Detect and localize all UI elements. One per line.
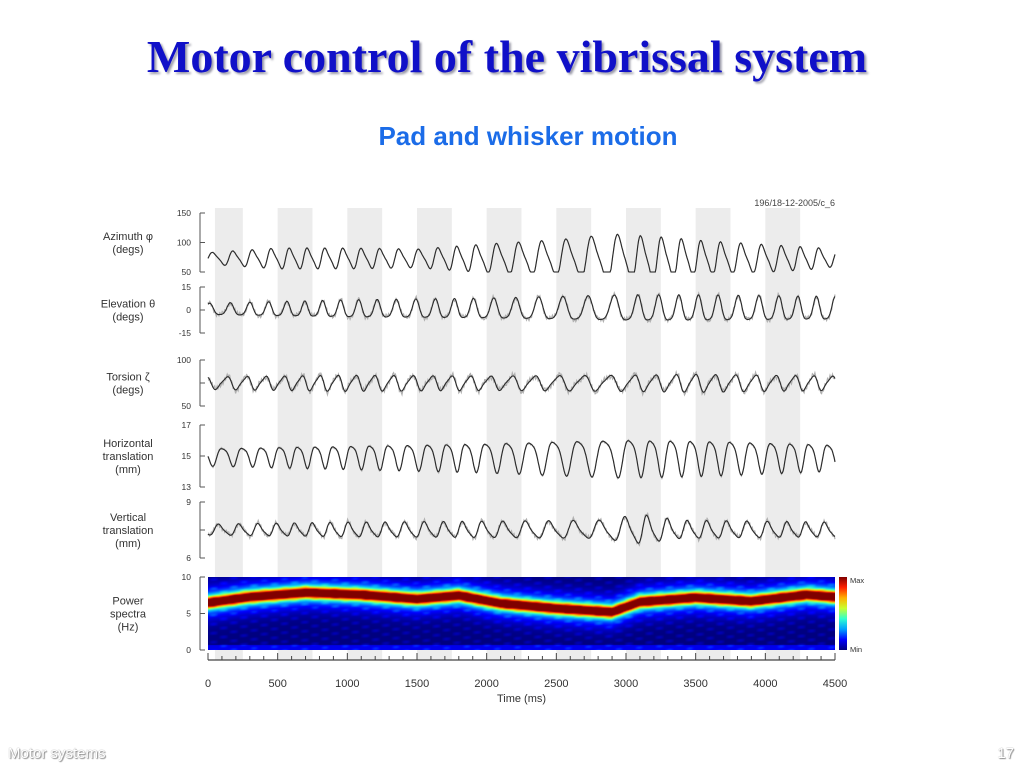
panel-label: (mm) [115, 464, 141, 476]
y-tick-label: 5 [186, 609, 191, 619]
y-tick-label: 15 [182, 451, 192, 461]
trace-line [207, 440, 836, 479]
x-tick-label: 0 [205, 678, 211, 690]
panel-label: (degs) [112, 244, 143, 256]
y-tick-label: 150 [177, 208, 191, 218]
x-tick-label: 1000 [335, 678, 359, 690]
y-tick-label: 9 [186, 497, 191, 507]
panel-label: Elevation θ [101, 299, 155, 311]
footer-section-label: Motor systems [8, 745, 106, 762]
colorbar-min-label: Min [850, 645, 862, 654]
panel-label: (Hz) [118, 622, 139, 634]
x-tick-label: 1500 [405, 678, 429, 690]
x-tick-label: 2500 [544, 678, 568, 690]
y-tick-label: 0 [186, 645, 191, 655]
y-tick-label: 0 [186, 305, 191, 315]
x-axis: 0 500 1000 1500 2000 2500 3000 3500 4000 4500 Time… [205, 653, 847, 705]
panel-1: 150 100 50 Azimuth φ(degs) [103, 208, 836, 277]
x-tick-label: 3500 [683, 678, 707, 690]
y-tick-label: 100 [177, 355, 191, 365]
trace-line [207, 373, 836, 393]
slide-subtitle: Pad and whisker motion [378, 121, 678, 151]
panel-label: translation [103, 525, 154, 537]
trace-line [207, 293, 836, 321]
panel-label: Azimuth φ [103, 231, 153, 243]
y-tick-label: -15 [179, 328, 192, 338]
y-tick-label: 50 [182, 401, 192, 411]
x-tick-label: 4500 [823, 678, 847, 690]
panel-label: Power [112, 596, 144, 608]
power-spectrogram [208, 577, 835, 650]
panel-label: Torsion ζ [106, 372, 150, 384]
panel-label: (degs) [112, 312, 143, 324]
y-tick-label: 13 [182, 482, 192, 492]
y-tick-label: 100 [177, 238, 191, 248]
y-tick-label: 50 [182, 267, 192, 277]
x-tick-label: 2000 [474, 678, 498, 690]
x-tick-label: 500 [268, 678, 286, 690]
y-tick-label: 10 [182, 572, 192, 582]
panel-label: translation [103, 451, 154, 463]
colorbar [839, 577, 847, 650]
panel-label: spectra [110, 609, 147, 621]
panel-label: Vertical [110, 512, 146, 524]
x-axis-title: Time (ms) [497, 693, 546, 705]
slide-title: Motor control of the vibrissal system [146, 31, 868, 82]
y-tick-label: 17 [182, 420, 192, 430]
x-tick-label: 4000 [753, 678, 777, 690]
panel-3: 100 50 Torsion ζ(degs) [106, 355, 836, 411]
panel-label: (degs) [112, 385, 143, 397]
panel-2: 15 0 -15 Elevation θ(degs) [101, 282, 836, 338]
trace-line [207, 233, 836, 273]
colorbar-max-label: Max [850, 576, 864, 585]
whisker-motion-figure: 196/18-12-2005/c_6 150 100 50 Azimuth φ (degs… [97, 190, 872, 710]
panel-label: (mm) [115, 538, 141, 550]
trace-line [207, 514, 836, 544]
figure-id: 196/18-12-2005/c_6 [754, 198, 835, 208]
y-tick-label: 6 [186, 553, 191, 563]
panel-label: Horizontal [103, 438, 153, 450]
page-number: 17 [997, 745, 1014, 762]
y-tick-label: 15 [182, 282, 192, 292]
x-tick-label: 3000 [614, 678, 638, 690]
